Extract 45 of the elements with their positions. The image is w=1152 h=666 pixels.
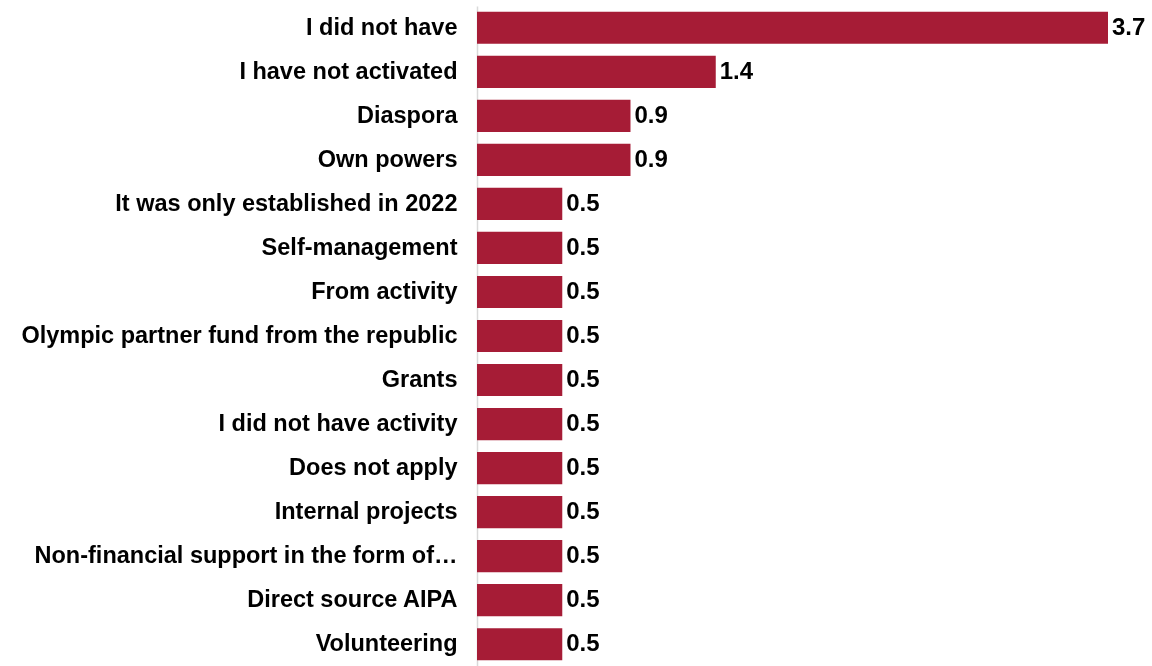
data-label: 0.9 [634, 144, 668, 172]
bar [477, 11, 1108, 44]
data-label: 3.7 [1112, 12, 1146, 40]
y-tick-label: Internal projects [274, 498, 458, 525]
bar [477, 363, 563, 397]
y-tick-label: Own powers [317, 145, 458, 172]
bar [477, 407, 563, 441]
data-label: 0.5 [566, 188, 600, 216]
y-tick-label: I did not have activity [218, 410, 458, 437]
bar [477, 319, 563, 353]
y-tick-label: Direct source AIPA [247, 586, 458, 613]
y-tick-label: Does not apply [289, 454, 458, 481]
data-label: 0.5 [566, 409, 600, 437]
bar [477, 231, 563, 265]
bar [477, 187, 563, 220]
data-label: 0.5 [566, 585, 600, 613]
y-tick-label: Self-management [261, 233, 458, 260]
y-tick-label: From activity [311, 277, 458, 304]
bar [477, 452, 563, 485]
data-label: 0.5 [566, 276, 600, 304]
y-tick-label: I did not have [306, 13, 458, 40]
y-tick-label: I have not activated [239, 57, 458, 84]
bar [477, 99, 631, 132]
bar [477, 496, 563, 529]
bar [477, 143, 631, 176]
y-tick-label: Diaspora [356, 101, 459, 128]
bar [477, 55, 716, 88]
bar [477, 584, 563, 617]
data-label: 0.5 [566, 541, 600, 569]
y-tick-label: Grants [381, 366, 458, 393]
data-label: 0.5 [566, 497, 600, 525]
data-label: 0.5 [566, 365, 600, 393]
data-label: 0.9 [634, 100, 668, 128]
bar [477, 540, 563, 573]
bar [477, 628, 563, 661]
y-tick-label: Volunteering [315, 630, 458, 657]
data-label: 0.5 [566, 321, 600, 348]
data-label: 0.5 [566, 232, 600, 260]
data-label: 0.5 [566, 629, 600, 657]
data-label: 0.5 [566, 453, 600, 481]
bar [477, 275, 563, 309]
y-tick-label: It was only established in 2022 [115, 189, 458, 216]
y-tick-label: Olympic partner fund from the republic [21, 322, 458, 348]
y-tick-label: Non-financial support in the form of… [34, 542, 458, 569]
data-label: 1.4 [719, 56, 754, 84]
